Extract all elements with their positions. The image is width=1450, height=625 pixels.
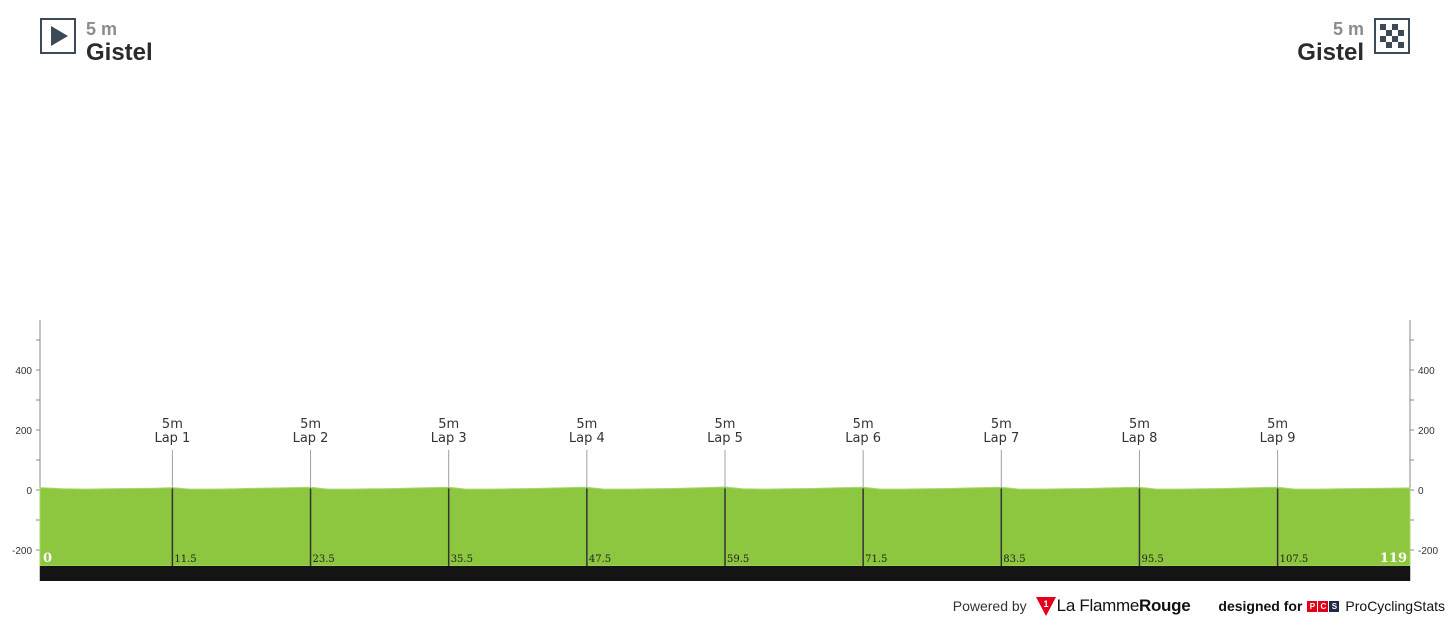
x-distance-label: 47.5 [589,554,611,565]
flamme-rouge-flag-icon: 1 [1035,597,1056,616]
lap-name-label: Lap 1 [154,431,190,446]
start-altitude: 5 m [86,19,118,39]
x-distance-label: 0 [43,551,52,566]
la-flamme-rouge-logo[interactable]: 1 La FlammeRouge [1035,595,1191,617]
start-name: Gistel [86,39,153,66]
y-tick-label-left: 200 [15,426,32,437]
flamme-brand-part-1: La Flamme [1056,596,1140,615]
pcs-box-p: P [1307,600,1318,612]
finish-altitude: 5 m [1332,19,1364,39]
flamme-logo-mark: 1 [1043,599,1048,609]
lap-altitude-label: 5m [1267,417,1288,432]
flamme-brand-part-2: Rouge [1139,596,1191,615]
start-location: 5 m Gistel [40,18,153,65]
pcs-wordmark: ProCyclingStats [1345,598,1445,614]
y-tick-label-left: 400 [15,366,32,377]
lap-altitude-label: 5m [991,417,1012,432]
start-flag-icon [40,18,76,54]
lap-name-label: Lap 3 [431,431,467,446]
x-distance-label: 35.5 [451,554,473,565]
pcs-box-s: S [1329,600,1340,612]
lap-name-label: Lap 5 [707,431,743,446]
y-tick-label-right: 0 [1418,486,1424,497]
designed-for-label: designed for [1218,598,1303,614]
footer: Powered by 1 La FlammeRouge designed for… [953,595,1445,617]
lap-name-label: Lap 9 [1260,431,1296,446]
x-distance-label: 119 [1380,551,1407,566]
lap-name-label: Lap 2 [293,431,329,446]
y-tick-label-left: -200 [12,546,32,557]
lap-altitude-label: 5m [576,417,597,432]
lap-altitude-label: 5m [438,417,459,432]
pcs-box-c: C [1318,600,1329,612]
lap-altitude-label: 5m [1129,417,1150,432]
lap-name-label: Lap 4 [569,431,605,446]
lap-name-label: Lap 8 [1122,431,1158,446]
y-tick-label-left: 0 [26,486,32,497]
x-distance-label: 11.5 [174,554,196,565]
procyclingstats-logo[interactable]: P C S ProCyclingStats [1307,598,1445,614]
x-distance-label: 59.5 [727,554,749,565]
x-distance-label: 23.5 [313,554,335,565]
distance-base-bar [40,566,1410,581]
finish-location: 5 m Gistel [1297,18,1410,65]
x-distance-label: 71.5 [865,554,887,565]
powered-by-label: Powered by [952,598,1027,614]
finish-flag-icon [1374,18,1410,54]
x-distance-label: 107.5 [1280,554,1309,565]
y-tick-label-right: 200 [1418,426,1435,437]
lap-altitude-label: 5m [853,417,874,432]
finish-name: Gistel [1297,39,1364,66]
x-distance-label: 83.5 [1003,554,1025,565]
lap-name-label: Lap 6 [845,431,881,446]
flamme-rouge-wordmark: La FlammeRouge [1057,596,1191,616]
lap-name-label: Lap 7 [983,431,1019,446]
lap-altitude-label: 5m [162,417,183,432]
lap-altitude-label: 5m [300,417,321,432]
lap-altitude-label: 5m [715,417,736,432]
y-tick-label-right: -200 [1418,546,1438,557]
x-distance-label: 95.5 [1141,554,1163,565]
y-tick-label-right: 400 [1418,366,1435,377]
